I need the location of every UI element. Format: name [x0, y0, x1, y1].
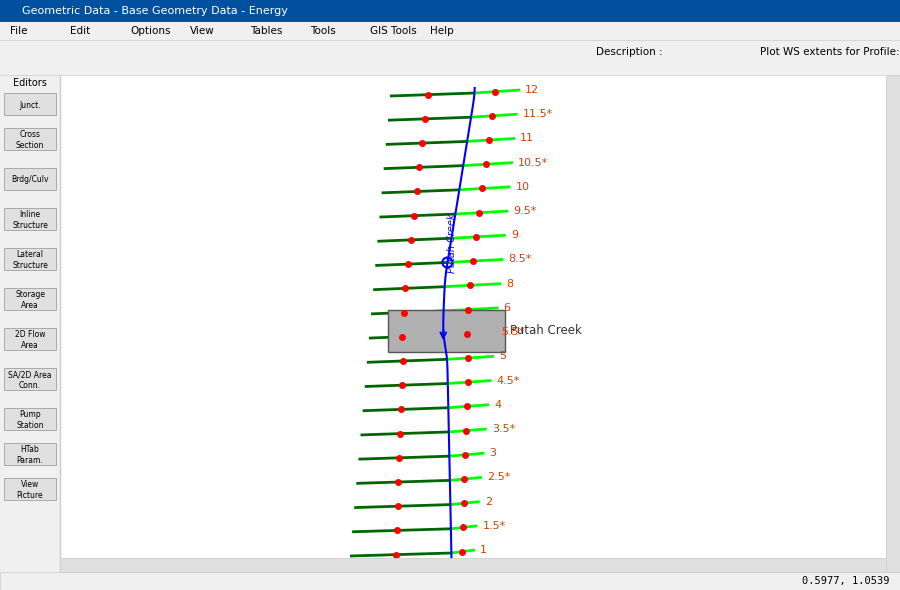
Text: Description :: Description : — [596, 47, 662, 57]
Text: 3: 3 — [490, 448, 497, 458]
Text: 2D Flow
Area: 2D Flow Area — [14, 330, 45, 350]
Text: 4.5*: 4.5* — [497, 375, 520, 385]
Text: File: File — [10, 26, 28, 36]
Bar — [4, 93, 56, 115]
Text: Junct.: Junct. — [19, 100, 40, 110]
Bar — [0, 572, 900, 590]
Bar — [4, 443, 56, 465]
Bar — [0, 22, 900, 40]
Bar — [60, 75, 886, 558]
Text: 1: 1 — [480, 545, 487, 555]
Text: 2.5*: 2.5* — [487, 473, 510, 483]
Bar — [4, 168, 56, 190]
Bar — [4, 478, 56, 500]
Text: Cross
Section: Cross Section — [16, 130, 44, 150]
Text: Pump
Station: Pump Station — [16, 410, 44, 430]
Text: GIS Tools: GIS Tools — [370, 26, 417, 36]
Bar — [4, 128, 56, 150]
Bar — [590, 42, 890, 72]
Text: Putah Creek: Putah Creek — [510, 324, 582, 337]
Text: Tools: Tools — [310, 26, 336, 36]
Text: Putah Creek: Putah Creek — [447, 213, 457, 273]
Text: View: View — [190, 26, 215, 36]
Text: 10.5*: 10.5* — [518, 158, 548, 168]
Bar — [4, 288, 56, 310]
Bar — [4, 408, 56, 430]
Text: 12: 12 — [525, 85, 539, 95]
Text: Tables: Tables — [250, 26, 283, 36]
Text: SA/2D Area
Conn.: SA/2D Area Conn. — [8, 371, 52, 390]
Bar — [4, 328, 56, 350]
Text: 6: 6 — [504, 303, 510, 313]
Text: 8.5*: 8.5* — [508, 254, 532, 264]
Bar — [4, 368, 56, 390]
Text: 0.5977, 1.0539: 0.5977, 1.0539 — [803, 576, 890, 586]
Bar — [0, 0, 900, 22]
Text: 5.5*: 5.5* — [501, 327, 525, 337]
Text: 8: 8 — [506, 278, 513, 289]
Bar — [4, 208, 56, 230]
Text: 4: 4 — [494, 400, 501, 409]
Text: Options: Options — [130, 26, 170, 36]
Bar — [60, 558, 886, 572]
Text: Editors: Editors — [14, 78, 47, 88]
Text: 10: 10 — [516, 182, 529, 192]
Bar — [388, 310, 505, 352]
Text: 11.5*: 11.5* — [523, 109, 553, 119]
Text: Help: Help — [430, 26, 454, 36]
Text: 11: 11 — [520, 133, 535, 143]
Text: 1.5*: 1.5* — [482, 521, 506, 531]
Text: 3.5*: 3.5* — [491, 424, 515, 434]
Text: 9: 9 — [511, 230, 517, 240]
Text: HTab
Param.: HTab Param. — [16, 445, 43, 465]
Bar — [886, 75, 900, 572]
Text: 5: 5 — [499, 351, 506, 361]
Bar — [0, 40, 900, 75]
Text: Inline
Structure: Inline Structure — [12, 210, 48, 230]
Bar — [4, 248, 56, 270]
Text: Lateral
Structure: Lateral Structure — [12, 250, 48, 270]
Text: Brdg/Culv: Brdg/Culv — [11, 175, 49, 185]
Text: 2: 2 — [485, 497, 492, 507]
Text: View
Picture: View Picture — [17, 480, 43, 500]
Text: Plot WS extents for Profile:: Plot WS extents for Profile: — [760, 47, 900, 57]
Bar — [0, 75, 60, 590]
Text: Storage
Area: Storage Area — [15, 290, 45, 310]
Text: Geometric Data - Base Geometry Data - Energy: Geometric Data - Base Geometry Data - En… — [22, 6, 288, 16]
Text: 9.5*: 9.5* — [513, 206, 536, 216]
Text: Edit: Edit — [70, 26, 90, 36]
